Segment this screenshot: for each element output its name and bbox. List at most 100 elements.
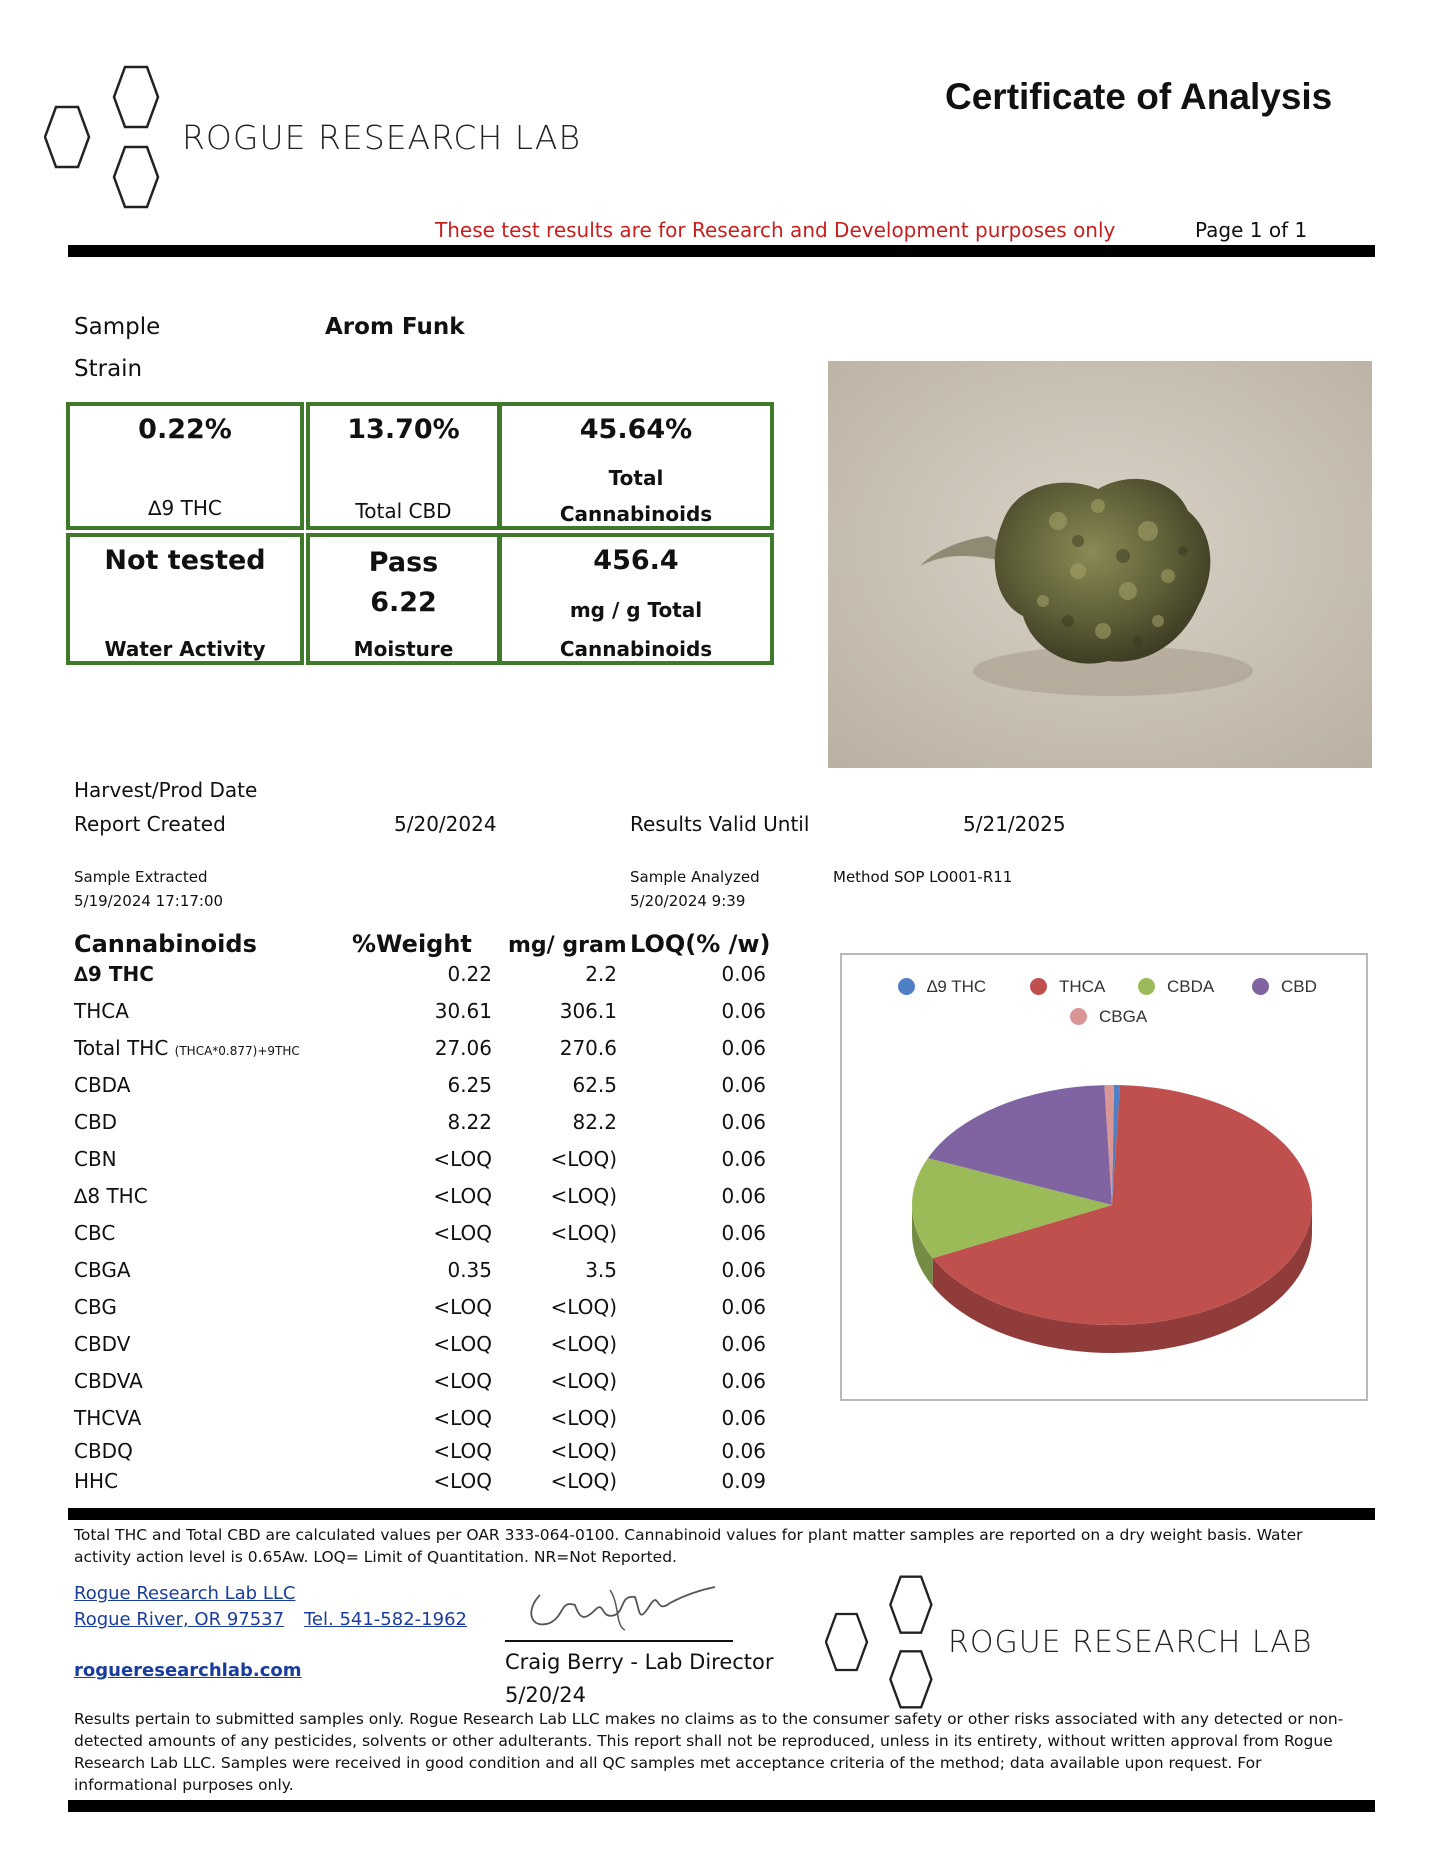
row-mg-gram: <LOQ) (550, 1147, 617, 1171)
pie-slice-side (932, 1205, 1312, 1353)
harvest-date-label: Harvest/Prod Date (74, 778, 258, 802)
row-loq: 0.06 (721, 1184, 766, 1208)
row-name: CBGA (74, 1258, 131, 1282)
legend-swatch (1070, 1008, 1087, 1025)
pie-slice-cbd (927, 1085, 1112, 1205)
row-mg-gram: 2.2 (585, 962, 617, 986)
table-bottom-rule (68, 1508, 1375, 1520)
legend-item: CBDA (1138, 977, 1214, 997)
row-loq: 0.09 (721, 1469, 766, 1493)
table-row: CBDA 6.25 62.5 0.06 (74, 1073, 774, 1103)
website-link[interactable]: rogueresearchlab.com (74, 1660, 302, 1681)
lab-logo (43, 62, 194, 212)
pie-slice-cbga (1104, 1085, 1114, 1205)
total-cbd-box: 13.70% Total CBD (306, 402, 501, 530)
top-rule (68, 245, 1375, 257)
legend-swatch (1030, 978, 1047, 995)
row-name: CBDV (74, 1332, 131, 1356)
row-name: CBDQ (74, 1439, 133, 1463)
table-row: CBDVA <LOQ <LOQ) 0.06 (74, 1369, 774, 1399)
company-link[interactable]: Rogue Research Lab LLC (74, 1583, 296, 1604)
row-weight: 0.35 (447, 1258, 492, 1282)
sample-extracted-value: 5/19/2024 17:17:00 (74, 892, 224, 910)
total-cannabinoids-box: 45.64% Total Cannabinoids (498, 402, 774, 530)
page-title: Certificate of Analysis (945, 76, 1333, 117)
row-name: CBDVA (74, 1369, 143, 1393)
sample-label: Sample (74, 314, 161, 340)
hexagon-logo-icon (824, 1575, 933, 1709)
row-mg-gram: 3.5 (585, 1258, 617, 1282)
row-loq: 0.06 (721, 1147, 766, 1171)
row-loq: 0.06 (721, 1221, 766, 1245)
results-valid-value: 5/21/2025 (963, 812, 1066, 836)
row-mg-gram: 270.6 (559, 1036, 617, 1060)
signer-name: Craig Berry - Lab Director (505, 1650, 774, 1674)
footer-lab-name: ROGUE RESEARCH LAB (948, 1625, 1313, 1660)
address-link[interactable]: Rogue River, OR 97537 (74, 1609, 285, 1630)
row-name: CBDA (74, 1073, 131, 1097)
table-row: THCVA <LOQ <LOQ) 0.06 (74, 1406, 774, 1436)
report-created-label: Report Created (74, 812, 226, 836)
row-weight: <LOQ (433, 1369, 492, 1393)
mg-per-g-label-2: Cannabinoids (559, 637, 713, 661)
sign-date: 5/20/24 (505, 1683, 586, 1707)
table-row: ∆9 THC 0.22 2.2 0.06 (74, 962, 774, 992)
table-row: HHC <LOQ <LOQ) 0.09 (74, 1469, 774, 1499)
row-weight: <LOQ (433, 1184, 492, 1208)
pie-svg (912, 1085, 1312, 1353)
row-name: THCVA (74, 1406, 142, 1430)
hexagon-logo-icon (43, 65, 160, 209)
footer-lab-logo (824, 1572, 965, 1712)
legend-label: CBGA (1099, 1007, 1148, 1026)
row-name: CBN (74, 1147, 117, 1171)
pie-slice-side (912, 1205, 933, 1287)
table-row: CBGA 0.35 3.5 0.06 (74, 1258, 774, 1288)
moisture-box: Pass 6.22 Moisture (306, 533, 501, 665)
row-weight: 0.22 (447, 962, 492, 986)
row-name-text: Total THC (74, 1036, 169, 1060)
col-header-weight: %Weight (352, 930, 472, 958)
legend-label: ∆9 THC (927, 977, 987, 996)
report-created-value: 5/20/2024 (394, 812, 497, 836)
legend-label: CBDA (1167, 977, 1215, 996)
row-loq: 0.06 (721, 962, 766, 986)
row-weight: <LOQ (433, 1147, 492, 1171)
mg-per-g-box: 456.4 mg / g Total Cannabinoids (498, 533, 774, 665)
row-mg-gram: <LOQ) (550, 1469, 617, 1493)
row-weight: <LOQ (433, 1221, 492, 1245)
table-row: THCA 30.61 306.1 0.06 (74, 999, 774, 1029)
sample-analyzed-label: Sample Analyzed (630, 868, 760, 886)
row-weight: 27.06 (434, 1036, 492, 1060)
legal-disclaimer: Results pertain to submitted samples onl… (74, 1710, 1344, 1794)
bottom-rule (68, 1800, 1375, 1812)
row-name: THCA (74, 999, 129, 1023)
moisture-status: Pass (368, 547, 439, 578)
calculation-notes: Total THC and Total CBD are calculated v… (74, 1526, 1303, 1566)
table-row: CBDV <LOQ <LOQ) 0.06 (74, 1332, 774, 1362)
cannabinoid-pie-chart: ∆9 THC THCA CBDA CBD CBGA (840, 953, 1368, 1401)
row-mg-gram: <LOQ) (550, 1439, 617, 1463)
row-weight: 30.61 (434, 999, 492, 1023)
row-mg-gram: <LOQ) (550, 1369, 617, 1393)
legend-item: CBD (1252, 977, 1317, 997)
row-weight: <LOQ (433, 1406, 492, 1430)
row-mg-gram: 306.1 (559, 999, 617, 1023)
d9thc-value: 0.22% (138, 414, 232, 445)
col-header-loq: LOQ(% /w) (630, 930, 771, 958)
row-loq: 0.06 (721, 1073, 766, 1097)
legend-swatch (898, 978, 915, 995)
legend-swatch (1138, 978, 1155, 995)
water-activity-box: Not tested Water Activity (66, 533, 304, 665)
page-number: Page 1 of 1 (1195, 218, 1308, 242)
row-loq: 0.06 (721, 1369, 766, 1393)
phone-link[interactable]: Tel. 541-582-1962 (304, 1609, 467, 1630)
row-loq: 0.06 (721, 1036, 766, 1060)
mg-per-g-value: 456.4 (593, 545, 679, 576)
row-loq: 0.06 (721, 1110, 766, 1134)
legend-item: ∆9 THC (898, 977, 986, 997)
strain-label: Strain (74, 356, 143, 382)
legend-swatch (1252, 978, 1269, 995)
row-name: CBD (74, 1110, 118, 1134)
col-header-mg-gram: mg/ gram (508, 933, 627, 958)
sample-photo (828, 361, 1372, 768)
